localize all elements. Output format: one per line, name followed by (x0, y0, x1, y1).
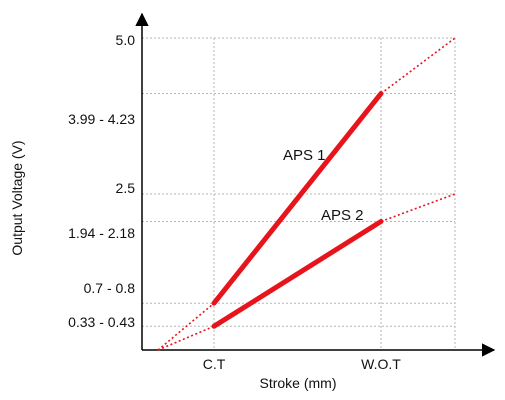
series-line-1 (211, 91, 384, 306)
series-extension-high (380, 193, 456, 223)
y-tick-label: 0.33 - 0.43 (68, 314, 135, 330)
y-tick-label: 2.5 (116, 180, 136, 196)
grid-lines (142, 37, 456, 350)
x-axis-title: Stroke (mm) (260, 375, 337, 391)
series-extension-low (157, 325, 215, 351)
y-tick-label: 1.94 - 2.18 (68, 225, 135, 241)
series-lines (157, 37, 456, 351)
series-label-aps1: APS 1 (283, 147, 326, 164)
x-tick-label: W.O.T (361, 356, 401, 372)
y-tick-label: 5.0 (116, 32, 136, 48)
series-extension-low (157, 302, 215, 351)
series-extension-high (380, 37, 456, 95)
series-line-2 (211, 218, 384, 329)
y-tick-label: 0.7 - 0.8 (84, 280, 136, 296)
y-axis-title: Output Voltage (V) (9, 140, 25, 255)
series-label-aps2: APS 2 (321, 207, 364, 224)
y-tick-label: 3.99 - 4.23 (68, 111, 135, 127)
x-tick-label: C.T (203, 356, 226, 372)
